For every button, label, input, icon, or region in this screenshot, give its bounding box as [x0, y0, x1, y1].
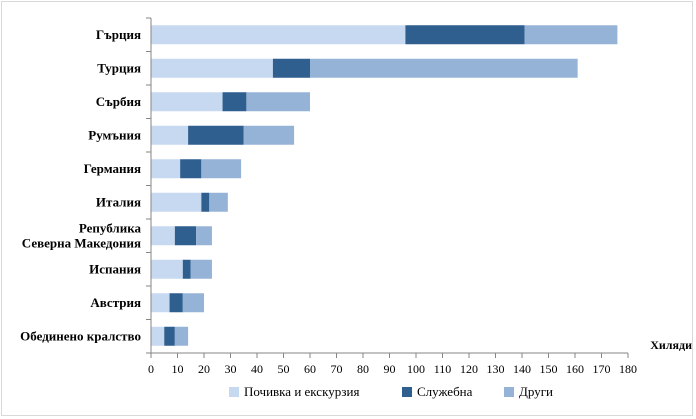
legend-label-3: Други — [519, 384, 553, 399]
bar-segment-3-10 — [174, 326, 189, 346]
bar-segment-2-4 — [188, 125, 244, 145]
bar-segment-1-9 — [151, 293, 170, 313]
bar-segment-3-3 — [246, 92, 310, 112]
x-tick-label-15: 140 — [513, 362, 531, 376]
bar-segment-1-8 — [151, 259, 183, 279]
legend-swatch-3 — [504, 387, 514, 397]
category-label-5: Германия — [84, 161, 141, 176]
bar-segment-1-3 — [151, 92, 223, 112]
bar-segment-1-10 — [151, 326, 165, 346]
x-tick-label-16: 150 — [540, 362, 558, 376]
x-tick-label-6: 50 — [278, 362, 290, 376]
bar-segment-3-6 — [209, 192, 228, 212]
category-label-6: Италия — [96, 194, 141, 209]
category-label-2: Турция — [97, 60, 141, 75]
category-label-10: Обединено кралство — [20, 328, 141, 343]
x-tick-label-14: 130 — [487, 362, 505, 376]
legend-label-2: Служебна — [417, 384, 473, 399]
x-tick-label-3: 20 — [198, 362, 210, 376]
bar-segment-3-8 — [190, 259, 212, 279]
bar-segment-1-6 — [151, 192, 202, 212]
legend-label-1: Почивка и екскурзия — [244, 384, 359, 399]
legend-swatch-1 — [229, 387, 239, 397]
bar-segment-2-6 — [201, 192, 210, 212]
category-label-7: Република Северна Македония — [22, 220, 142, 250]
axes-layer — [146, 17, 629, 358]
legend-swatch-2 — [402, 387, 412, 397]
x-tick-label-12: 110 — [434, 362, 452, 376]
x-tick-label-7: 60 — [304, 362, 316, 376]
bar-segment-2-8 — [182, 259, 191, 279]
bar-segment-3-4 — [243, 125, 295, 145]
x-tick-label-4: 30 — [225, 362, 237, 376]
x-tick-labels: 0 10 20 30 40 50 60 70 80 90 100 110 120 130 140 150 160… — [148, 362, 637, 376]
category-label-9: Австрия — [90, 295, 141, 310]
bar-segment-2-3 — [222, 92, 247, 112]
bar-segment-1-5 — [151, 159, 181, 179]
bar-segment-2-10 — [164, 326, 175, 346]
x-axis-unit-label: Хиляди — [650, 338, 692, 352]
category-label-3: Сърбия — [96, 94, 141, 109]
bar-segment-1-2 — [151, 58, 273, 78]
x-tick-label-18: 170 — [593, 362, 611, 376]
bar-segment-3-1 — [524, 25, 618, 45]
category-labels: Гърция Турция Сърбия Румъния Германия Италия Р… — [20, 27, 141, 344]
x-tick-label-9: 80 — [357, 362, 369, 376]
category-label-8: Испания — [89, 261, 141, 276]
x-tick-label-11: 100 — [407, 362, 425, 376]
bar-segment-2-9 — [169, 293, 183, 313]
x-tick-label-8: 70 — [331, 362, 343, 376]
x-tick-label-13: 120 — [460, 362, 478, 376]
bar-segment-3-2 — [310, 58, 578, 78]
bar-segment-1-1 — [151, 25, 406, 45]
bar-segment-2-7 — [174, 226, 197, 246]
x-tick-label-19: 180 — [619, 362, 637, 376]
legend: Почивка и екскурзия Служебна Други — [229, 384, 553, 399]
x-tick-label-10: 90 — [384, 362, 396, 376]
x-tick-label-2: 10 — [172, 362, 184, 376]
bar-segment-3-9 — [182, 293, 204, 313]
bar-segment-3-7 — [196, 226, 212, 246]
bars-layer — [151, 25, 618, 346]
bar-segment-2-2 — [272, 58, 310, 78]
category-label-4: Румъния — [88, 127, 141, 142]
bar-segment-2-1 — [405, 25, 525, 45]
bar-segment-2-5 — [180, 159, 202, 179]
x-tick-label-17: 160 — [566, 362, 584, 376]
bar-segment-1-4 — [151, 125, 189, 145]
bar-segment-1-7 — [151, 226, 175, 246]
x-tick-label-5: 40 — [251, 362, 263, 376]
bar-segment-3-5 — [201, 159, 242, 179]
x-tick-label-1: 0 — [148, 362, 154, 376]
category-label-1: Гърция — [96, 27, 141, 42]
